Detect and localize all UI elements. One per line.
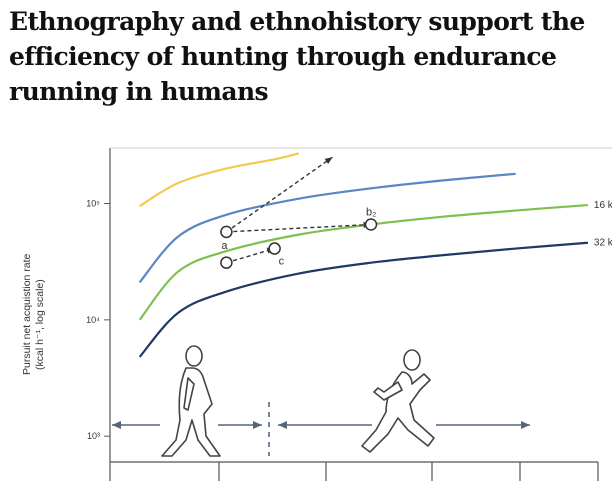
series-label-2: 16 km pursuit (594, 200, 612, 211)
y-tick-label: 10³ (87, 431, 100, 441)
y-tick-label: 10⁴ (86, 315, 100, 325)
arrow-head (253, 421, 262, 429)
series-line-1 (138, 172, 516, 284)
figures (161, 345, 435, 457)
arrow-head (521, 421, 530, 429)
data-point-3 (268, 242, 281, 255)
data-point-1 (220, 256, 233, 269)
headline: Ethnography and ethnohistory support the… (9, 7, 585, 106)
chart-frame (109, 147, 612, 462)
arrows (112, 156, 530, 456)
bottom-axis (109, 461, 599, 481)
point-label-2: b₂ (366, 207, 376, 219)
curves (138, 152, 588, 358)
arrow-head (278, 421, 287, 429)
data-point-0 (220, 225, 233, 239)
y-tick-label: 10⁵ (86, 199, 100, 209)
running-human-icon (361, 349, 435, 453)
y-axis-units: (kcal h⁻¹, log scale) (34, 279, 46, 370)
points: a b₂ c (220, 207, 378, 269)
dashed-arrow-head (324, 157, 333, 165)
dashed-arrow-0 (226, 223, 372, 233)
y-axis: 10³ 10⁴ 10⁵ Pursuit net acquistion rate (kca… (21, 199, 110, 441)
dashed-arrow-2 (226, 247, 275, 264)
walking-human-icon (161, 345, 221, 457)
series-line-0 (139, 152, 299, 208)
series-line-2 (138, 203, 588, 321)
dashed-arrow-1 (225, 156, 333, 233)
series-label-3: 32 km pursuit (594, 238, 612, 249)
data-point-2 (364, 218, 378, 231)
arrow-head (112, 421, 121, 429)
series-line-3 (138, 241, 588, 358)
point-label-0: a (221, 240, 228, 252)
y-axis-title: Pursuit net acquistion rate (21, 253, 33, 375)
curve-labels: 16 km pursuit 32 km pursuit (594, 200, 612, 249)
point-label-3: c (279, 256, 285, 268)
